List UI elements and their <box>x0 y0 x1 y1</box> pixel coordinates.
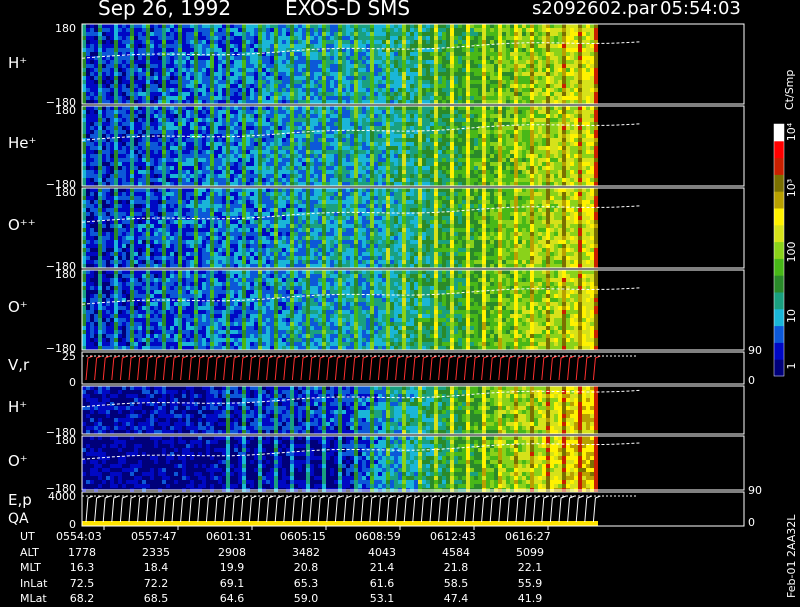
ephemeris-row-alt: ALT 1778 2335 2908 3482 4043 4584 5099 <box>0 546 800 561</box>
panel-5-right-bottom-label: 0 <box>748 374 755 387</box>
ephemeris-row-inlat: InLat 72.5 72.2 69.1 65.3 61.6 58.5 55.9 <box>0 577 800 592</box>
panel-4-ytop: 180 <box>55 268 76 281</box>
ephemeris-value: 61.6 <box>362 577 402 590</box>
panel-8-right-top-label: 90 <box>748 484 762 497</box>
ephemeris-value: 2335 <box>136 546 176 559</box>
ephemeris-value: 0612:43 <box>430 530 476 543</box>
file-name: s2092602.par <box>532 0 657 19</box>
colorbar-swatch <box>774 309 784 326</box>
ephemeris-value: 0608:59 <box>355 530 401 543</box>
colorbar-swatch <box>774 174 784 191</box>
panel-7-label: O⁺ <box>8 452 28 470</box>
colorbar-unit-label: Ct/Smp <box>783 70 796 110</box>
ephemeris-value: 4584 <box>436 546 476 559</box>
colorbar-swatch <box>774 258 784 275</box>
ephemeris-value: 4043 <box>362 546 402 559</box>
ephemeris-value: 16.3 <box>62 561 102 574</box>
colorbar-swatch <box>774 342 784 359</box>
instrument-name: EXOS-D SMS <box>285 0 410 20</box>
ephemeris-value: 72.2 <box>136 577 176 590</box>
panel-4-label: O⁺ <box>8 298 28 316</box>
ephemeris-row-mlt: MLT 16.3 18.4 19.9 20.8 21.4 21.8 22.1 <box>0 561 800 576</box>
ephemeris-value: 0601:31 <box>206 530 252 543</box>
panel-5-ybottom: 0 <box>69 376 76 389</box>
ephemeris-row-label: MLT <box>20 561 41 574</box>
ephemeris-value: 5099 <box>510 546 550 559</box>
panel-5-ytop: 25 <box>62 350 76 363</box>
ephemeris-value: 0616:27 <box>505 530 551 543</box>
ephemeris-value: 20.8 <box>286 561 326 574</box>
colorbar-tick-label: 1 <box>785 363 798 370</box>
panel-8-label: E,p <box>8 491 32 509</box>
colorbar-swatch <box>774 191 784 208</box>
colorbar-swatch <box>774 141 784 158</box>
ephemeris-row-label: InLat <box>20 577 47 590</box>
panel-1-label: H⁺ <box>8 54 27 72</box>
panel-6-label: H⁺ <box>8 398 27 416</box>
ephemeris-value: 2908 <box>212 546 252 559</box>
ephemeris-value: 1778 <box>62 546 102 559</box>
ephemeris-value: 53.1 <box>362 592 402 605</box>
colorbar-tick-label: 10³ <box>785 179 798 197</box>
ephemeris-value: 47.4 <box>436 592 476 605</box>
panel-8-label2: QA <box>8 511 29 527</box>
panel-8-right-bottom-label: 0 <box>748 516 755 529</box>
ephemeris-value: 3482 <box>286 546 326 559</box>
ephemeris-value: 55.9 <box>510 577 550 590</box>
colorbar-swatch <box>774 275 784 292</box>
colorbar-swatch <box>774 292 784 309</box>
panel-2-ytop: 180 <box>55 104 76 117</box>
ephemeris-value: 41.9 <box>510 592 550 605</box>
ephemeris-value: 68.5 <box>136 592 176 605</box>
colorbar-swatch <box>774 359 784 376</box>
ephemeris-value: 21.4 <box>362 561 402 574</box>
ephemeris-value: 69.1 <box>212 577 252 590</box>
ephemeris-value: 0557:47 <box>131 530 177 543</box>
panel-7-ytop: 180 <box>55 434 76 447</box>
panel-1-ytop: 180 <box>55 22 76 35</box>
ephemeris-row-ut: UT 0554:03 0557:47 0601:31 0605:15 0608:59 061… <box>0 530 800 545</box>
colorbar-swatch <box>774 326 784 343</box>
colorbar-tick-label: 10⁴ <box>785 122 798 141</box>
colorbar-swatch <box>774 208 784 225</box>
colorbar-tick-label: 10 <box>785 309 798 323</box>
ephemeris-value: 19.9 <box>212 561 252 574</box>
plot-date: Sep 26, 1992 <box>98 0 231 20</box>
ephemeris-value: 22.1 <box>510 561 550 574</box>
ephemeris-value: 68.2 <box>62 592 102 605</box>
ephemeris-value: 0554:03 <box>56 530 102 543</box>
ephemeris-row-label: ALT <box>20 546 39 559</box>
panel-8-ytop: 4000 <box>48 490 76 503</box>
ephemeris-value: 58.5 <box>436 577 476 590</box>
panel-2-label: He⁺ <box>8 134 36 152</box>
panel-5-right-top-label: 90 <box>748 344 762 357</box>
colorbar-swatch <box>774 124 784 141</box>
plot-time: 05:54:03 <box>660 0 741 19</box>
panel-3-ytop: 180 <box>55 186 76 199</box>
ephemeris-value: 0605:15 <box>280 530 326 543</box>
panel-5-label: V,r <box>8 356 30 374</box>
ephemeris-value: 64.6 <box>212 592 252 605</box>
ephemeris-value: 18.4 <box>136 561 176 574</box>
colorbar-swatch <box>774 225 784 242</box>
ephemeris-value: 65.3 <box>286 577 326 590</box>
ephemeris-value: 59.0 <box>286 592 326 605</box>
colorbar-swatch <box>774 242 784 259</box>
ephemeris-value: 72.5 <box>62 577 102 590</box>
ephemeris-row-label: UT <box>20 530 35 543</box>
colorbar-swatch <box>774 158 784 175</box>
ephemeris-row-label: MLat <box>20 592 47 605</box>
ephemeris-value: 21.8 <box>436 561 476 574</box>
panel-3-label: O⁺⁺ <box>8 216 36 234</box>
colorbar-tick-label: 100 <box>785 242 798 263</box>
